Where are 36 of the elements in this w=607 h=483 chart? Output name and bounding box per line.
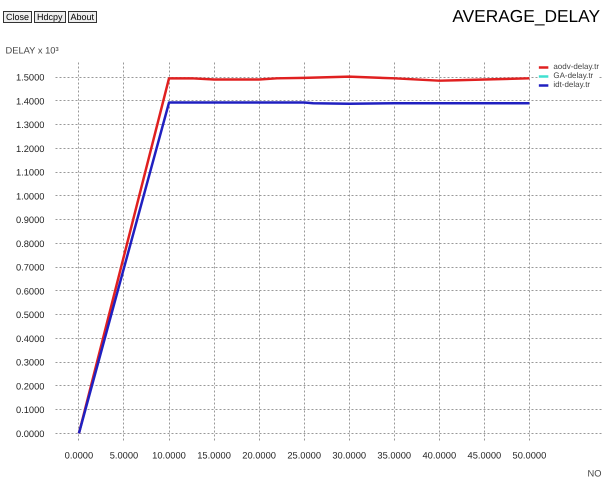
y-tick-label: 0.5000: [16, 310, 44, 320]
legend-label: GA-delay.tr: [553, 71, 594, 80]
y-tick-label: 1.1000: [16, 168, 44, 178]
x-tick-label: 15.0000: [197, 450, 231, 460]
text: Close: [3, 10, 32, 23]
y-tick-label: 0.6000: [16, 286, 44, 296]
x-tick-label: 10.0000: [152, 450, 186, 460]
y-tick-label: 0.2000: [16, 381, 44, 392]
y-tick-label: 1.2000: [16, 144, 44, 154]
legend-label: idt-delay.tr: [553, 80, 590, 89]
legend-label: aodv-delay.tr: [553, 62, 599, 71]
x-tick-label: 35.0000: [377, 450, 412, 460]
x-tick-label: 40.0000: [422, 450, 456, 460]
y-tick-label: 0.1000: [16, 405, 44, 416]
y-axis-title: DELAY x 10³: [6, 46, 59, 56]
x-tick-label: 0.0000: [64, 450, 94, 460]
x-tick-label: 5.0000: [110, 450, 138, 460]
y-tick-label: 0.0000: [16, 428, 44, 439]
y-tick-label: 0.7000: [16, 262, 44, 273]
x-axis-title: NO: [588, 468, 602, 478]
chart-title: AVERAGE_DELAY: [452, 5, 600, 28]
text: Hdcpy: [34, 10, 66, 23]
x-tick-label: 50.0000: [512, 450, 546, 460]
y-tick-label: 0.3000: [16, 358, 44, 368]
y-tick-label: 1.3000: [16, 120, 44, 130]
y-tick-label: 0.4000: [16, 334, 44, 344]
x-tick-label: 30.0000: [332, 450, 366, 460]
y-tick-label: 1.5000: [16, 72, 44, 83]
x-tick-label: 25.0000: [287, 450, 322, 460]
x-tick-label: 20.0000: [242, 450, 276, 460]
y-tick-label: 0.9000: [16, 215, 44, 226]
y-tick-label: 1.4000: [16, 96, 44, 106]
y-tick-label: 0.8000: [16, 238, 44, 249]
text: About: [68, 10, 98, 23]
x-tick-label: 45.0000: [468, 450, 502, 460]
y-tick-label: 1.0000: [16, 191, 44, 202]
